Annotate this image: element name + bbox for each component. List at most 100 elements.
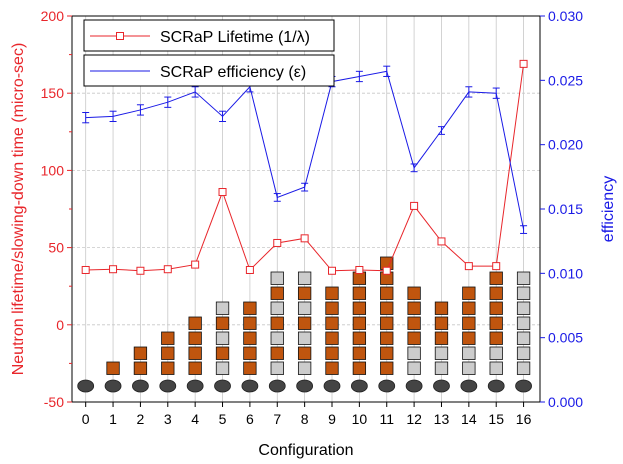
stack-square-orange: [325, 361, 339, 375]
configuration-disk: [132, 379, 149, 393]
x-tick-label: 9: [328, 411, 336, 427]
y-right-tick-label: 0.020: [548, 137, 583, 153]
stack-square-gray: [215, 301, 230, 315]
lifetime-point: [410, 201, 419, 210]
x-tick-label: 3: [164, 411, 172, 427]
lifetime-series: [81, 59, 528, 275]
stack-square-gray: [462, 346, 476, 360]
x-tick-label: 11: [379, 411, 394, 427]
stack-square-orange: [380, 301, 394, 315]
legend-label-efficiency: SCRaP efficiency (ε): [160, 64, 306, 81]
stack-square-orange: [325, 301, 339, 315]
lifetime-point: [355, 265, 364, 274]
stack-square-orange: [215, 316, 230, 330]
left-axis: -50 0 50 100 150 200: [41, 8, 72, 410]
y-left-tick-label: 100: [41, 162, 65, 178]
stack-square-orange: [352, 286, 367, 300]
lifetime-point: [245, 265, 254, 274]
x-tick-label: 12: [406, 411, 422, 427]
stack-square-orange: [462, 316, 476, 330]
stack-square-gray: [215, 361, 230, 375]
stack-square-gray: [462, 361, 476, 375]
stack-square-orange: [325, 331, 339, 345]
lifetime-point: [273, 238, 282, 247]
right-axis: 0.000 0.005 0.010 0.015 0.020 0.025 0.030: [540, 8, 583, 410]
configuration-disk: [214, 379, 231, 393]
y-left-tick-label: 50: [48, 240, 64, 256]
stack-square-gray: [297, 361, 312, 375]
stack-square-gray: [270, 331, 284, 345]
y-right-tick-label: 0.025: [548, 72, 583, 88]
lifetime-point: [163, 265, 172, 274]
stack-square-orange: [243, 331, 257, 345]
configuration-disk: [405, 379, 423, 393]
stack-square-orange: [407, 316, 421, 330]
stack-square-orange: [407, 301, 421, 315]
stack-square-orange: [489, 286, 503, 300]
lifetime-point: [136, 266, 145, 275]
stack-square-orange: [243, 316, 257, 330]
lifetime-point: [81, 265, 90, 274]
stack-square-orange: [462, 331, 476, 345]
stack-square-gray: [516, 331, 531, 345]
configuration-disk: [350, 379, 368, 393]
x-tick-label: 15: [488, 411, 504, 427]
configuration-disk: [460, 379, 478, 393]
y-axis-left-label: Neutron lifetime/slowing-down time (micr…: [10, 43, 27, 376]
stack-square-orange: [161, 331, 175, 345]
stack-square-orange: [462, 286, 476, 300]
stack-square-orange: [297, 316, 312, 330]
stack-square-orange: [380, 331, 394, 345]
stack-square-orange: [133, 346, 148, 360]
stack-square-orange: [161, 346, 175, 360]
legend: SCRaP Lifetime (1/λ) SCRaP efficiency (ε…: [83, 19, 335, 87]
stack-square-gray: [297, 271, 312, 285]
stack-square-orange: [407, 286, 421, 300]
x-tick-label: 10: [352, 411, 368, 427]
stack-square-orange: [352, 346, 367, 360]
x-tick-label: 5: [219, 411, 227, 427]
y-right-tick-label: 0.010: [548, 265, 583, 281]
x-axis-label: Configuration: [258, 442, 353, 459]
x-tick-label: 16: [516, 411, 532, 427]
configuration-disk: [159, 379, 177, 393]
x-tick-label: 4: [191, 411, 199, 427]
stack-square-orange: [106, 361, 120, 375]
stack-square-orange: [243, 346, 257, 360]
stack-square-orange: [188, 331, 202, 345]
y-left-tick-label: 200: [41, 8, 65, 24]
stack-square-orange: [434, 316, 449, 330]
y-right-tick-label: 0.005: [548, 330, 583, 346]
stack-square-orange: [489, 316, 503, 330]
stack-square-gray: [297, 331, 312, 345]
stack-square-gray: [489, 346, 503, 360]
stack-square-orange: [489, 301, 503, 315]
y-left-tick-label: 0: [56, 317, 64, 333]
stack-square-gray: [516, 286, 531, 300]
stack-square-orange: [380, 361, 394, 375]
y-left-tick-label: 150: [41, 85, 65, 101]
lifetime-point: [109, 265, 118, 274]
lifetime-point: [382, 266, 391, 275]
x-tick-label: 14: [461, 411, 477, 427]
bottom-axis: 0 1 2 3 4 5 6 7 8 9 10 11 12 13 14 15 16: [82, 402, 532, 427]
stack-square-orange: [161, 361, 175, 375]
legend-label-lifetime: SCRaP Lifetime (1/λ): [160, 29, 310, 46]
stack-square-orange: [270, 346, 284, 360]
configuration-disk: [323, 379, 341, 393]
stack-square-gray: [516, 301, 531, 315]
stack-square-gray: [434, 346, 449, 360]
stack-square-gray: [407, 346, 421, 360]
stack-square-orange: [270, 286, 284, 300]
stack-square-orange: [297, 346, 312, 360]
y-right-tick-label: 0.015: [548, 201, 583, 217]
configuration-disk: [487, 379, 505, 393]
stack-square-orange: [133, 361, 148, 375]
lifetime-point: [218, 188, 227, 197]
configuration-disk: [77, 379, 95, 393]
lifetime-point: [191, 260, 200, 269]
configuration-disk: [515, 379, 532, 393]
stack-square-orange: [352, 361, 367, 375]
y-right-tick-label: 0.000: [548, 394, 583, 410]
